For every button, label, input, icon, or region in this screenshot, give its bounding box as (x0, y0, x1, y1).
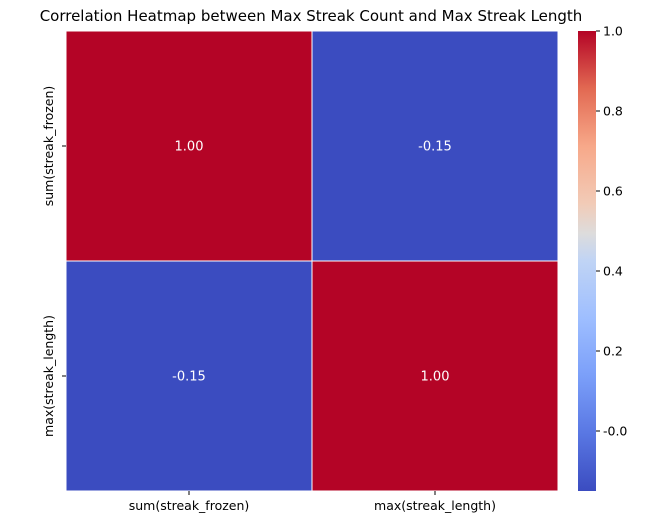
y-axis: sum(streak_frozen) max(streak_length) (41, 86, 66, 437)
x-tick-label-1: max(streak_length) (374, 498, 496, 513)
heatmap-cell-r0-c0 (65, 30, 313, 262)
colorbar-tick-label-4: 0.8 (603, 104, 623, 119)
x-axis: sum(streak_frozen) max(streak_length) (129, 491, 496, 513)
colorbar-tick-label-3: 0.6 (603, 184, 623, 199)
cell-value-label-r0-c1: -0.15 (418, 140, 452, 155)
cell-value-label-r1-c0: -0.15 (172, 370, 206, 385)
x-tick-label-0: sum(streak_frozen) (129, 498, 250, 513)
colorbar (578, 31, 596, 491)
y-tick-label-0: sum(streak_frozen) (41, 86, 56, 207)
y-tick-label-1: max(streak_length) (41, 315, 56, 437)
chart-title: Correlation Heatmap between Max Streak C… (40, 7, 583, 25)
cell-value-label-r0-c0: 1.00 (175, 140, 204, 155)
colorbar-tick-label-2: 0.4 (603, 264, 623, 279)
heatmap-cell-r1-c0 (65, 260, 313, 492)
colorbar-tick-label-1: 0.2 (603, 344, 623, 359)
colorbar-tick-label-5: 1.0 (603, 24, 623, 39)
colorbar-axis: -0.0 0.2 0.4 0.6 0.8 1.0 (596, 24, 627, 439)
colorbar-tick-label-0: -0.0 (603, 424, 627, 439)
cell-value-label-r1-c1: 1.00 (421, 370, 450, 385)
heatmap-cell-r1-c1 (311, 260, 559, 492)
heatmap-cells: 1.00 -0.15 -0.15 1.00 (65, 30, 559, 492)
heatmap-cell-r0-c1 (311, 30, 559, 262)
